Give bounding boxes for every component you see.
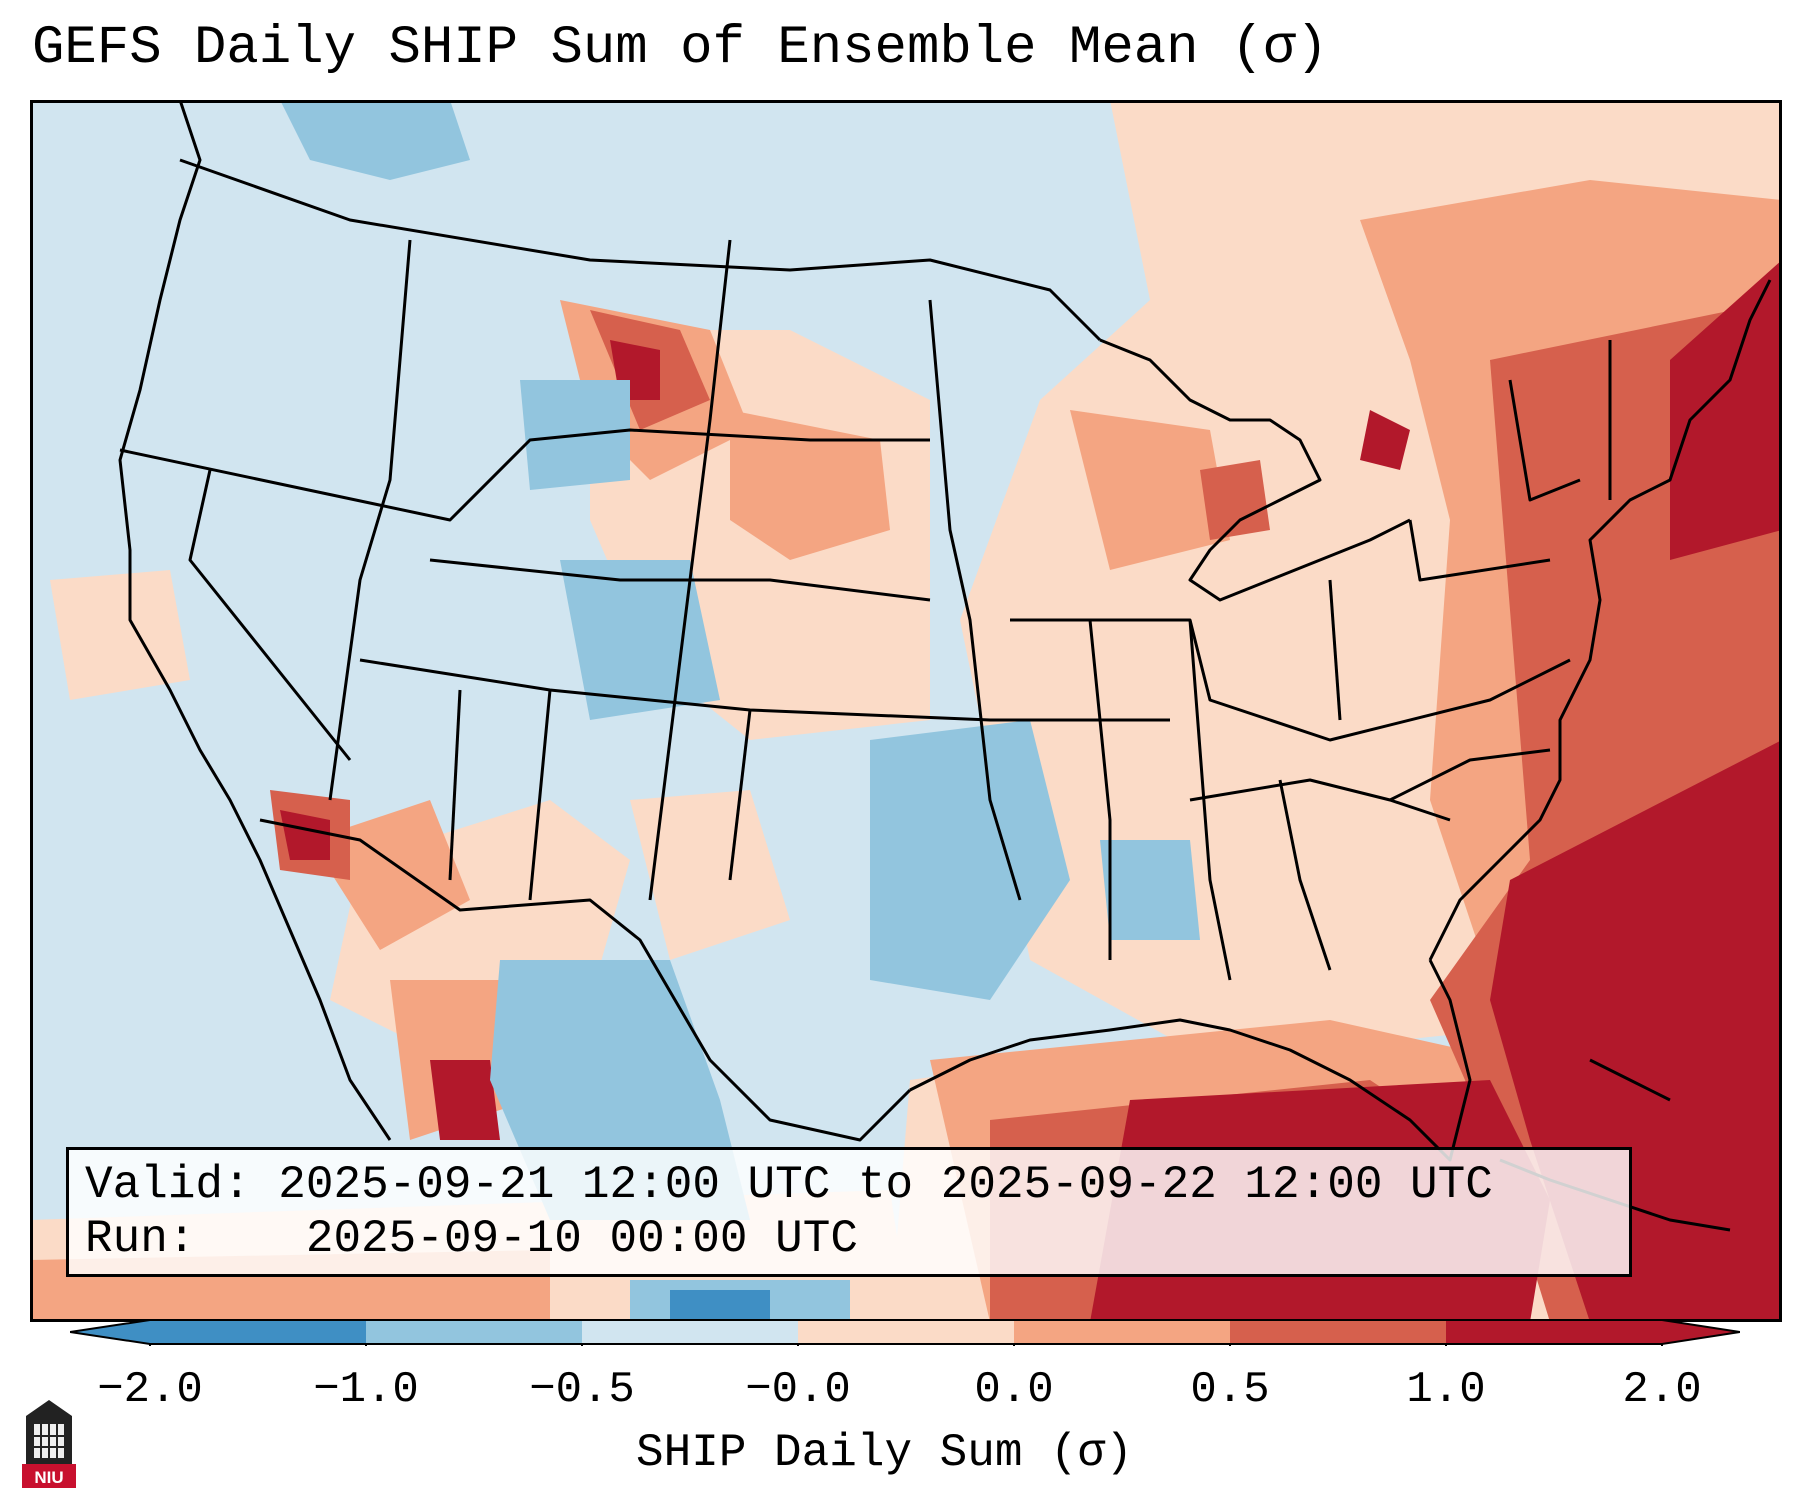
great-lakes-line bbox=[1099, 338, 1411, 602]
state-line-4 bbox=[429, 558, 931, 602]
colorbar-tick-label: 0.0 bbox=[974, 1365, 1054, 1415]
logo-banner bbox=[22, 1464, 76, 1488]
colorbar-segment bbox=[1230, 1320, 1447, 1344]
west-coast-line bbox=[118, 100, 392, 1141]
colorbar-tick-label: −1.0 bbox=[313, 1365, 419, 1415]
mexico-border-line bbox=[259, 818, 912, 1142]
niu-logo: NIU bbox=[22, 1400, 76, 1488]
run-value: 2025-09-10 00:00 UTC bbox=[305, 1213, 858, 1265]
valid-label: Valid: bbox=[85, 1159, 251, 1211]
state-line-7 bbox=[928, 299, 1022, 901]
state-line-9 bbox=[528, 689, 552, 901]
state-line-14 bbox=[1278, 779, 1332, 971]
state-line-6 bbox=[648, 239, 732, 901]
colorbar-tick-label: 1.0 bbox=[1406, 1365, 1486, 1415]
colorbar-segment bbox=[582, 1320, 799, 1344]
colorbar-tick-label: −2.0 bbox=[97, 1365, 203, 1415]
colorbar-segments bbox=[70, 1320, 1740, 1344]
state-line-1 bbox=[328, 239, 412, 801]
map-panel bbox=[30, 100, 1782, 1322]
colorbar-segment bbox=[1446, 1320, 1663, 1344]
valid-run-info-box: Valid: 2025-09-21 12:00 UTC to 2025-09-2… bbox=[66, 1147, 1632, 1277]
bahamas-line bbox=[1589, 1058, 1671, 1102]
map-title: GEFS Daily SHIP Sum of Ensemble Mean (σ) bbox=[32, 18, 1329, 79]
state-line-12 bbox=[1088, 619, 1112, 960]
colorbar-tick-label: 2.0 bbox=[1622, 1365, 1702, 1415]
run-line: Run: 2025-09-10 00:00 UTC bbox=[85, 1216, 858, 1262]
run-label: Run: bbox=[85, 1213, 196, 1265]
logo-text: NIU bbox=[34, 1468, 63, 1487]
valid-value: 2025-09-21 12:00 UTC to 2025-09-22 12:00… bbox=[278, 1159, 1493, 1211]
canada-border-line bbox=[179, 158, 1102, 342]
colorbar-label: SHIP Daily Sum (σ) bbox=[636, 1427, 1133, 1479]
state-line-15 bbox=[1328, 579, 1342, 721]
valid-line: Valid: 2025-09-21 12:00 UTC to 2025-09-2… bbox=[85, 1162, 1493, 1208]
state-line-3 bbox=[188, 469, 352, 761]
state-line-13 bbox=[1188, 619, 1232, 981]
east-coast-line bbox=[1428, 279, 1772, 961]
colorbar-tick-label: −0.5 bbox=[529, 1365, 635, 1415]
state-line-11 bbox=[1010, 618, 1571, 742]
state-line-17 bbox=[1189, 778, 1451, 822]
colorbar-segment bbox=[798, 1320, 1015, 1344]
state-line-16 bbox=[1408, 519, 1551, 582]
colorbar-tick-label: 0.5 bbox=[1190, 1365, 1270, 1415]
colorbar-extend-high bbox=[1662, 1320, 1740, 1344]
colorbar-tick-label: −0.0 bbox=[745, 1365, 851, 1415]
colorbar-segment bbox=[366, 1320, 583, 1344]
coastlines-and-borders bbox=[118, 100, 1772, 1232]
state-line-10 bbox=[728, 709, 752, 881]
colorbar-segment bbox=[1014, 1320, 1231, 1344]
gulf-coast-line bbox=[909, 959, 1472, 1162]
colorbar bbox=[70, 1319, 1740, 1346]
state-line-18 bbox=[1389, 748, 1551, 802]
colorbar-extend-low bbox=[70, 1320, 150, 1344]
state-line-2 bbox=[119, 428, 930, 522]
state-line-19 bbox=[1508, 379, 1581, 502]
strong-negative-fill bbox=[670, 1290, 770, 1322]
state-line-8 bbox=[448, 689, 462, 881]
colorbar-segment bbox=[150, 1320, 367, 1344]
